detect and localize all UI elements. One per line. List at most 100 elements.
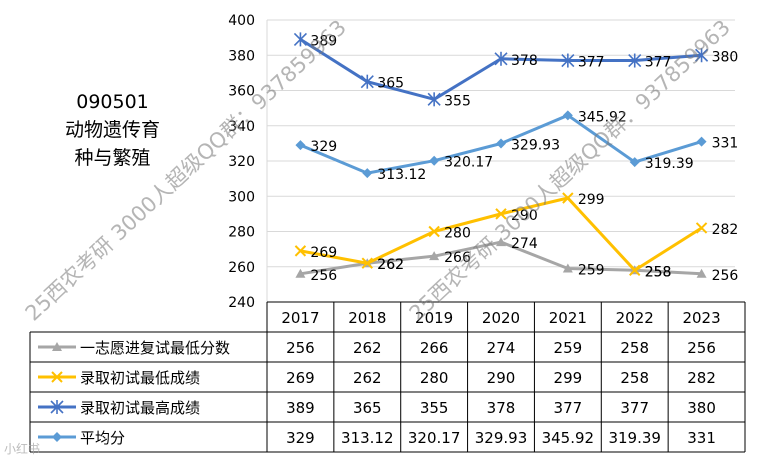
series-layer <box>293 32 709 278</box>
data-point <box>696 136 707 147</box>
data-point <box>50 400 64 414</box>
table-cell: 266 <box>420 339 449 357</box>
marker-stroke <box>562 192 574 204</box>
data-label: 299 <box>578 192 605 208</box>
y-tick-label: 260 <box>228 260 255 276</box>
data-label: 345.92 <box>578 109 627 125</box>
data-label: 320.17 <box>444 155 493 171</box>
table-cell: 365 <box>353 399 382 417</box>
data-point <box>295 140 306 151</box>
data-point <box>562 192 574 204</box>
table-cell: 389 <box>286 399 315 417</box>
x-tick-label: 2020 <box>482 309 520 327</box>
legend-entry: 平均分 <box>80 429 125 447</box>
marker-stroke <box>361 257 373 269</box>
x-tick-label: 2019 <box>415 309 453 327</box>
data-label: 259 <box>578 263 605 279</box>
data-point <box>496 138 506 149</box>
data-label: 274 <box>511 236 538 252</box>
table-cell: 331 <box>687 429 716 447</box>
table-cell: 377 <box>554 399 583 417</box>
data-point <box>629 264 641 276</box>
marker-stroke <box>495 208 507 220</box>
table-cell: 282 <box>687 369 716 387</box>
legend-entry: 录取初试最低成绩 <box>80 369 200 387</box>
table-cell: 262 <box>353 369 382 387</box>
corner-watermark: 小红书 <box>4 442 41 456</box>
data-label: 313.12 <box>377 167 426 183</box>
data-label: 256 <box>310 268 337 284</box>
table-cell: 262 <box>353 339 382 357</box>
y-tick-label: 340 <box>228 119 255 135</box>
legend-entry: 录取初试最高成绩 <box>80 399 200 417</box>
data-table: 2017 2018 2019 2020 2021 2022 2023 一志愿进复试最低分数 25… <box>29 301 746 453</box>
data-label: 378 <box>511 53 538 69</box>
marker-stroke <box>294 245 307 257</box>
marker-stroke <box>428 225 440 238</box>
table-cell: 269 <box>286 369 315 387</box>
table-cell: 329 <box>286 429 315 447</box>
data-point <box>628 53 642 68</box>
y-tick-label: 240 <box>228 295 255 311</box>
data-label: 377 <box>645 55 672 71</box>
data-label: 380 <box>712 49 739 65</box>
marker-stroke <box>51 371 63 383</box>
data-point <box>428 225 440 238</box>
data-label: 329.93 <box>511 137 560 153</box>
data-point <box>294 245 307 257</box>
data-label: 280 <box>444 226 471 242</box>
table-cell: 258 <box>620 339 649 357</box>
chart-side-title: 090501 动物遗传育 种与繁殖 <box>64 91 160 169</box>
data-point <box>295 268 306 278</box>
table-cell: 280 <box>420 369 449 387</box>
table-cell: 256 <box>286 339 315 357</box>
data-label: 282 <box>712 222 739 238</box>
data-point <box>52 342 62 351</box>
data-point <box>696 268 707 278</box>
data-point <box>561 53 575 68</box>
data-point <box>51 371 63 383</box>
x-tick-label: 2021 <box>549 309 587 327</box>
data-point <box>496 237 506 247</box>
table-cell: 290 <box>487 369 516 387</box>
x-tick-label: 2023 <box>682 309 720 327</box>
x-tick-label: 2018 <box>348 309 386 327</box>
table-cell: 319.39 <box>608 429 661 447</box>
y-tick-label: 400 <box>228 13 255 29</box>
legend-entry: 一志愿进复试最低分数 <box>80 339 230 357</box>
y-tick-label: 380 <box>228 48 255 64</box>
table-cell: 377 <box>620 399 649 417</box>
table-cell: 345.92 <box>542 429 595 447</box>
data-label: 331 <box>712 136 739 152</box>
table-cell: 299 <box>554 369 583 387</box>
data-label: 269 <box>310 245 337 261</box>
data-label: 262 <box>377 257 404 273</box>
y-axis: 240 260 280 300 320 340 360 380 400 <box>228 13 255 311</box>
data-label: 266 <box>444 250 471 266</box>
table-cell: 313.12 <box>341 429 394 447</box>
data-label: 290 <box>511 208 538 224</box>
data-label: 355 <box>444 93 471 109</box>
data-point <box>427 92 441 107</box>
table-cell: 256 <box>687 339 716 357</box>
data-label: 329 <box>310 139 337 155</box>
data-point <box>495 208 507 220</box>
y-tick-label: 280 <box>228 225 255 241</box>
data-label: 377 <box>578 55 605 71</box>
data-point <box>293 32 307 47</box>
data-label: 258 <box>645 264 672 280</box>
data-point <box>695 222 708 234</box>
data-point <box>429 155 440 166</box>
data-label: 319.39 <box>645 156 694 172</box>
data-point <box>562 263 573 273</box>
marker-stroke <box>629 264 641 276</box>
table-cell: 355 <box>420 399 449 417</box>
data-label: 262 <box>377 257 404 273</box>
table-cell: 329.93 <box>475 429 528 447</box>
data-point <box>360 74 374 89</box>
data-point <box>52 432 62 442</box>
x-tick-label: 2022 <box>616 309 654 327</box>
marker-stroke <box>695 222 708 234</box>
data-point <box>695 48 709 63</box>
